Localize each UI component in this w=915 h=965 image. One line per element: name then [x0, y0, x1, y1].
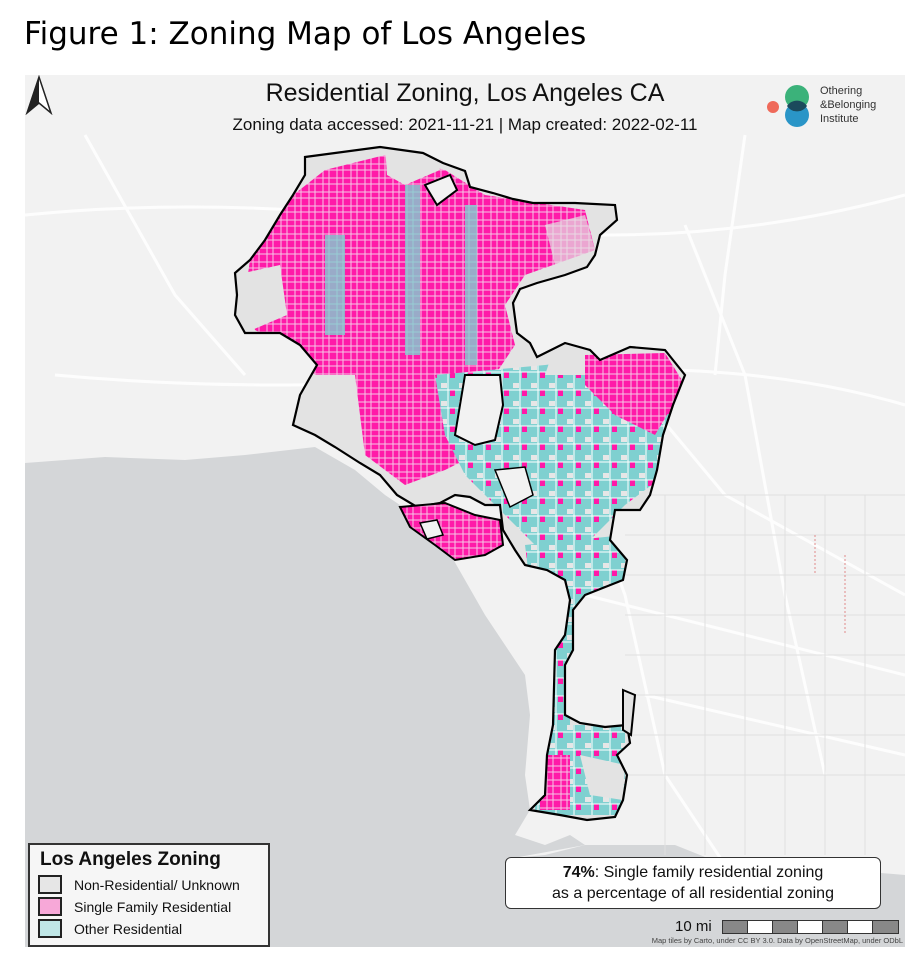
legend-swatch — [38, 919, 62, 938]
map-attribution: Map tiles by Carto, under CC BY 3.0. Dat… — [651, 936, 903, 945]
logo-text-line2: &Belonging — [820, 99, 877, 111]
legend-label: Other Residential — [74, 921, 183, 937]
map-canvas — [25, 134, 905, 947]
stat-percent: 74% — [562, 864, 595, 881]
zoning-map[interactable]: Residential Zoning, Los Angeles CA Zonin… — [25, 75, 905, 947]
stat-line2: as a percentage of all residential zonin… — [552, 885, 834, 902]
north-arrow-icon — [25, 75, 53, 115]
legend-swatch — [38, 897, 62, 916]
logo-circles-icon — [767, 85, 809, 127]
map-legend: Los Angeles Zoning Non-Residential/ Unkn… — [28, 843, 270, 947]
map-title: Residential Zoning, Los Angeles CA — [265, 79, 665, 107]
stat-line1-text: : Single family residential zoning — [594, 864, 824, 881]
scale-bar-label: 10 mi — [675, 918, 712, 935]
map-subtitle: Zoning data accessed: 2021-11-21 | Map c… — [232, 115, 698, 134]
legend-swatch — [38, 875, 62, 894]
legend-title: Los Angeles Zoning — [40, 849, 221, 870]
stat-line1: 74%: Single family residential zoning — [506, 862, 880, 883]
scale-bar — [722, 920, 899, 934]
legend-label: Non-Residential/ Unknown — [74, 877, 240, 893]
logo-text-line1: Othering — [820, 85, 863, 97]
figure-title: Figure 1: Zoning Map of Los Angeles — [24, 16, 587, 52]
stat-callout: 74%: Single family residential zoning as… — [505, 857, 881, 909]
institute-logo: Othering &Belonging Institute — [765, 81, 900, 129]
legend-label: Single Family Residential — [74, 899, 232, 915]
logo-text-line3: Institute — [820, 113, 859, 125]
